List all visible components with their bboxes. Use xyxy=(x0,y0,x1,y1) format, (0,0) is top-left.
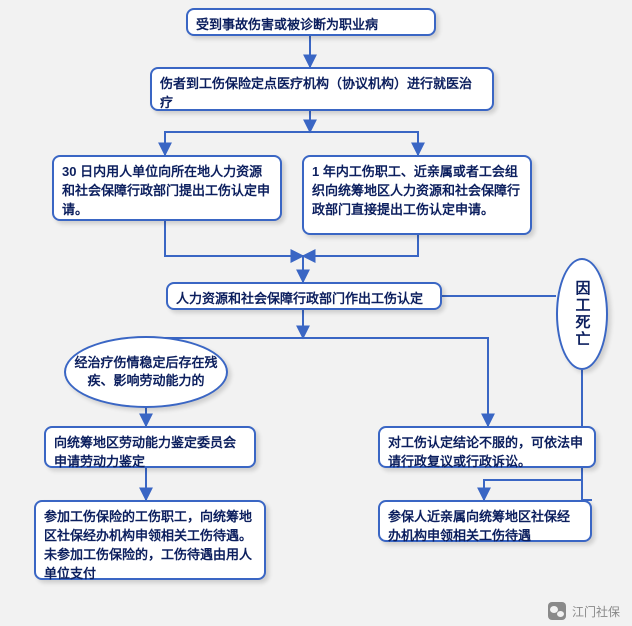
node-n10: 参保人近亲属向统筹地区社保经办机构申领相关工伤待遇 xyxy=(378,500,592,542)
node-n9-text: 对工伤认定结论不服的，可依法申请行政复议或行政诉讼。 xyxy=(388,435,583,469)
edge-9 xyxy=(303,338,488,426)
node-n4: 1 年内工伤职工、近亲属或者工会组织向统筹地区人力资源和社会保障行政部门直接提出… xyxy=(302,155,532,235)
wechat-icon xyxy=(548,602,566,620)
node-n10-text: 参保人近亲属向统筹地区社保经办机构申领相关工伤待遇 xyxy=(388,509,570,543)
node-n6-text: 经治疗伤情稳定后存在残疾、影响劳动能力的 xyxy=(66,354,226,390)
node-n11: 因工死亡 xyxy=(556,258,608,370)
node-n3-text: 30 日内用人单位向所在地人力资源和社会保障行政部门提出工伤认定申请。 xyxy=(62,164,270,217)
node-n7-text: 向统筹地区劳动能力鉴定委员会申请劳动力鉴定 xyxy=(54,435,236,469)
edge-5 xyxy=(303,235,418,256)
node-n3: 30 日内用人单位向所在地人力资源和社会保障行政部门提出工伤认定申请。 xyxy=(52,155,282,221)
edge-14 xyxy=(484,480,582,500)
node-n2: 伤者到工伤保险定点医疗机构（协议机构）进行就医治疗 xyxy=(150,67,494,111)
node-n1: 受到事故伤害或被诊断为职业病 xyxy=(186,8,436,36)
node-n7: 向统筹地区劳动能力鉴定委员会申请劳动力鉴定 xyxy=(44,426,256,468)
node-n5-text: 人力资源和社会保障行政部门作出工伤认定 xyxy=(176,291,423,306)
edge-2 xyxy=(165,132,310,155)
edge-4 xyxy=(165,221,303,256)
node-n8: 参加工伤保险的工伤职工，向统筹地区社保经办机构申领相关工伤待遇。未参加工伤保险的… xyxy=(34,500,266,580)
node-n6: 经治疗伤情稳定后存在残疾、影响劳动能力的 xyxy=(64,336,228,408)
node-n4-text: 1 年内工伤职工、近亲属或者工会组织向统筹地区人力资源和社会保障行政部门直接提出… xyxy=(312,164,520,217)
footer: 江门社保 xyxy=(548,602,620,620)
node-n1-text: 受到事故伤害或被诊断为职业病 xyxy=(196,17,378,32)
footer-label: 江门社保 xyxy=(572,603,620,620)
edge-3 xyxy=(310,132,418,155)
node-n5: 人力资源和社会保障行政部门作出工伤认定 xyxy=(166,282,442,310)
node-n11-text: 因工死亡 xyxy=(572,280,593,348)
node-n8-text: 参加工伤保险的工伤职工，向统筹地区社保经办机构申领相关工伤待遇。未参加工伤保险的… xyxy=(44,509,252,581)
node-n9: 对工伤认定结论不服的，可依法申请行政复议或行政诉讼。 xyxy=(378,426,596,468)
node-n2-text: 伤者到工伤保险定点医疗机构（协议机构）进行就医治疗 xyxy=(160,76,472,110)
